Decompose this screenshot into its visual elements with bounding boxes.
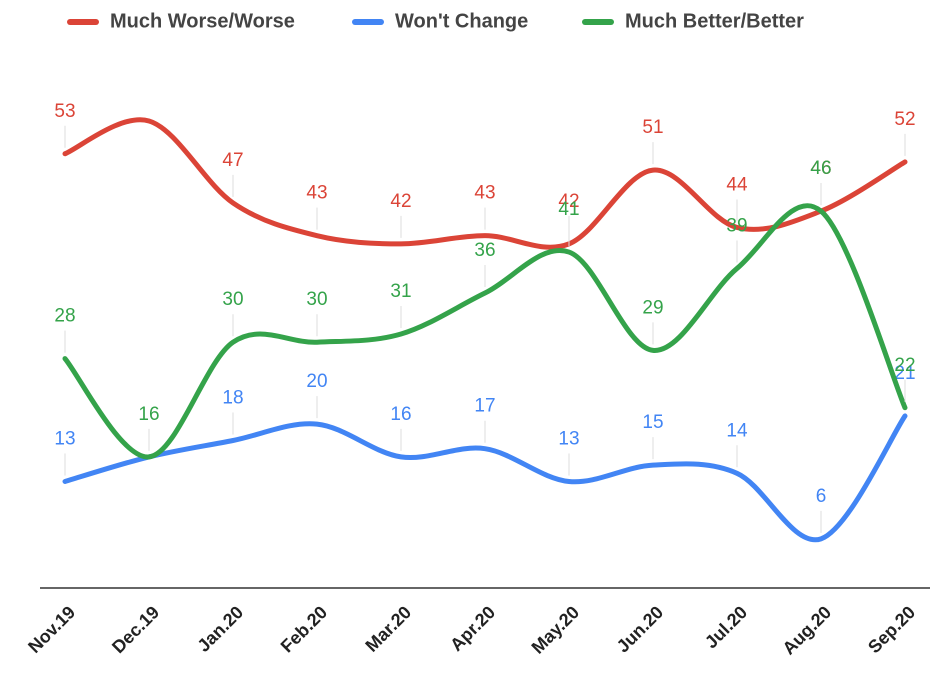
- data-label: 43: [474, 183, 495, 204]
- data-label: 30: [222, 289, 243, 310]
- data-label: 13: [558, 428, 579, 449]
- data-label: 43: [306, 183, 327, 204]
- x-tick-label: May.20: [528, 602, 584, 658]
- data-label: 18: [222, 388, 243, 409]
- data-label: 20: [306, 371, 327, 392]
- data-label: 46: [810, 158, 831, 179]
- series-line: [62, 203, 908, 460]
- data-label: 44: [726, 174, 748, 195]
- data-label: 6: [816, 486, 827, 507]
- x-tick-label: Dec.19: [108, 602, 163, 657]
- data-label: 39: [726, 215, 747, 236]
- data-label: 31: [390, 281, 411, 302]
- x-tick-label: Feb.20: [277, 602, 331, 656]
- data-label: 28: [54, 306, 75, 327]
- data-label: 17: [474, 396, 495, 417]
- data-label: 16: [138, 404, 159, 425]
- series-line: [62, 413, 908, 543]
- data-label: 51: [642, 117, 663, 138]
- x-tick-label: Sep.20: [864, 602, 919, 657]
- data-label: 14: [726, 420, 748, 441]
- data-label: 13: [54, 428, 75, 449]
- data-label: 46: [810, 158, 831, 179]
- data-label: 53: [54, 101, 75, 122]
- data-label: 15: [642, 412, 663, 433]
- data-label: 16: [390, 404, 411, 425]
- x-tick-label: Apr.20: [446, 602, 499, 655]
- x-tick-label: Jan.20: [193, 602, 247, 656]
- x-tick-label: Jun.20: [613, 602, 667, 656]
- data-label: 47: [222, 150, 243, 171]
- data-label: 22: [894, 355, 915, 376]
- legend-label: Much Better/Better: [625, 10, 804, 32]
- x-tick-label: Nov.19: [24, 602, 79, 657]
- data-label: 21: [894, 363, 915, 384]
- legend-label: Much Worse/Worse: [110, 10, 295, 32]
- x-tick-label: Mar.20: [361, 602, 415, 656]
- data-label: 30: [306, 289, 327, 310]
- data-label: 52: [894, 109, 915, 130]
- data-label: 29: [642, 297, 663, 318]
- data-label: 41: [558, 199, 579, 220]
- data-label: 42: [390, 191, 411, 212]
- legend-label: Won't Change: [395, 10, 528, 32]
- x-tick-label: Aug.20: [779, 602, 836, 659]
- data-label: 42: [558, 191, 579, 212]
- data-label: 36: [474, 240, 495, 261]
- x-tick-label: Jul.20: [701, 602, 751, 652]
- series-line: [62, 117, 908, 250]
